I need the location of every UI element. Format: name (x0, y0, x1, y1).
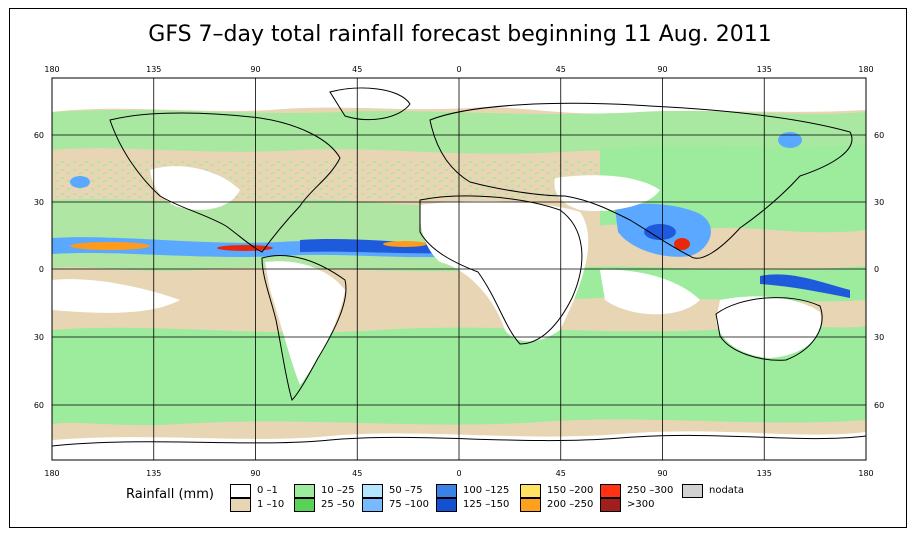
legend-swatch (436, 498, 457, 512)
lon-label: 180 (858, 65, 873, 74)
lon-label: 135 (146, 65, 161, 74)
legend-label: 25 –50 (321, 499, 355, 510)
antarctica-coast (52, 434, 866, 447)
northeast-pacific-rain (70, 176, 90, 188)
south-america-coast (261, 254, 347, 401)
heavy-rain-atlantic (383, 241, 427, 247)
legend-label: 1 –10 (257, 499, 285, 510)
southeast-pacific-dry (52, 279, 180, 313)
greenland-coast (329, 87, 411, 121)
latitude-labels-right: 60 30 0 30 60 (874, 131, 884, 410)
lat-label: 30 (874, 333, 884, 342)
map-border (51, 77, 867, 461)
north-america-dry (150, 166, 240, 210)
heavy-rain-central-america (217, 245, 273, 251)
itcz-band-atlantic (300, 239, 470, 254)
heavy-rain-monsoon (674, 238, 690, 250)
lon-label: 0 (456, 469, 461, 478)
legend-label: 50 –75 (389, 485, 423, 496)
eurasia-coast (429, 102, 853, 259)
legend-label: 75 –100 (389, 499, 429, 510)
lon-label: 0 (456, 65, 461, 74)
legend-swatch (294, 484, 315, 498)
lon-label: 135 (757, 469, 772, 478)
legend-label: 200 –250 (547, 499, 594, 510)
lon-label: 135 (146, 469, 161, 478)
lon-label: 45 (556, 65, 566, 74)
legend-label: 125 –150 (463, 499, 510, 510)
longitude-labels-bottom: 180 135 90 45 0 45 90 135 180 (44, 469, 873, 478)
legend-label: 150 –200 (547, 485, 594, 496)
legend-swatch (600, 498, 621, 512)
tropical-green (52, 199, 480, 272)
figure-frame (9, 8, 907, 528)
lat-label: 60 (874, 131, 884, 140)
map-field (52, 78, 866, 460)
lon-label: 90 (657, 65, 667, 74)
lon-label: 45 (352, 469, 362, 478)
lat-label: 60 (34, 131, 44, 140)
lon-label: 90 (250, 65, 260, 74)
australia-coast (715, 297, 823, 361)
legend-title: Rainfall (mm) (126, 487, 214, 502)
legend-label: nodata (709, 485, 744, 496)
lon-label: 180 (858, 469, 873, 478)
legend-label: 100 –125 (463, 485, 510, 496)
lon-label: 45 (352, 65, 362, 74)
south-indian-dry (600, 269, 700, 315)
longitude-labels-top: 180 135 90 45 0 45 90 135 180 (44, 65, 873, 74)
lat-label: 60 (34, 401, 44, 410)
lon-label: 90 (250, 469, 260, 478)
legend-swatch (520, 498, 541, 512)
bay-of-bengal-rain (644, 224, 676, 240)
legend-label: 0 –1 (257, 485, 278, 496)
kamchatka-rain (778, 132, 802, 148)
lat-label: 30 (874, 198, 884, 207)
legend-swatch (600, 484, 621, 498)
lat-label: 0 (874, 265, 879, 274)
latitude-labels-left: 60 30 0 30 60 (34, 131, 44, 410)
legend-swatch (520, 484, 541, 498)
legend-label: 10 –25 (321, 485, 355, 496)
lat-label: 0 (39, 265, 44, 274)
legend-swatch (682, 484, 703, 498)
graticule (52, 78, 866, 460)
lon-label: 135 (757, 65, 772, 74)
africa-dry (419, 200, 589, 342)
map-title: GFS 7–day total rainfall forecast beginn… (148, 22, 772, 47)
legend-swatch (436, 484, 457, 498)
lat-label: 30 (34, 333, 44, 342)
legend-swatch (362, 484, 383, 498)
legend-swatch (362, 498, 383, 512)
legend-label: 250 –300 (627, 485, 674, 496)
south-america-dry (265, 261, 345, 385)
legend-label: >300 (627, 499, 655, 510)
legend-swatch (230, 498, 251, 512)
australia-dry (716, 296, 821, 358)
coastlines (52, 87, 866, 447)
western-pacific-rain (760, 274, 850, 298)
legend-swatch (230, 484, 251, 498)
lon-label: 90 (657, 469, 667, 478)
lat-label: 60 (874, 401, 884, 410)
lon-label: 180 (44, 65, 59, 74)
lon-label: 180 (44, 469, 59, 478)
legend-swatch (294, 498, 315, 512)
heavy-rain-east-pacific (70, 242, 150, 250)
lat-label: 30 (34, 198, 44, 207)
lon-label: 45 (556, 469, 566, 478)
north-america-coast (109, 112, 341, 253)
